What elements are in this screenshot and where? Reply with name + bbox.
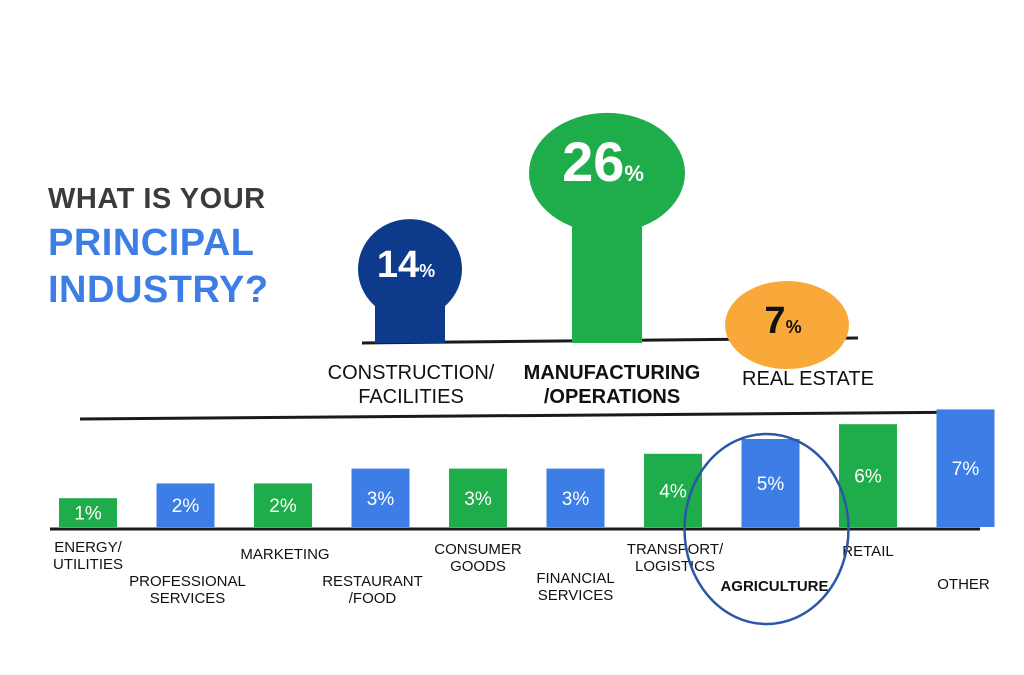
category-label: RETAIL	[842, 543, 893, 560]
category-label: MANUFACTURING/OPERATIONS	[524, 362, 701, 408]
category-label: FINANCIAL SERVICES	[536, 570, 614, 604]
bar	[936, 409, 995, 527]
category-label: TRANSPORT/LOGISTICS	[627, 541, 724, 575]
pin-value-label: 26%	[562, 130, 644, 193]
bar-value-label: 3%	[562, 489, 590, 510]
pin-bar-head	[358, 219, 462, 320]
category-label: CONSTRUCTION/FACILITIES	[328, 362, 495, 408]
category-label: REAL ESTATE	[742, 368, 874, 390]
pin-bar-head	[529, 112, 685, 233]
title-line-3: INDUSTRY?	[48, 269, 269, 311]
bar	[351, 468, 410, 527]
bar-value-label: 4%	[659, 481, 687, 502]
category-label: OTHER	[937, 576, 990, 593]
category-label: MARKETING	[240, 546, 329, 563]
highlight-circle	[683, 432, 850, 626]
category-label: AGRICULTURE	[720, 578, 828, 595]
bar	[449, 468, 507, 527]
pin-value-label: 14%	[377, 244, 435, 286]
category-label: CONSUMER GOODS	[434, 541, 522, 575]
title-line-2: PRINCIPAL	[48, 222, 255, 264]
bar	[59, 498, 117, 527]
bar-value-label: 1%	[74, 504, 102, 525]
bar	[546, 468, 605, 527]
bar-value-label: 3%	[367, 489, 395, 510]
category-label: RESTAURANT/FOOD	[322, 573, 423, 607]
category-label: ENERGY/UTILITIES	[53, 539, 123, 573]
title-line-1: WHAT IS YOUR	[48, 183, 266, 215]
bar	[254, 483, 312, 527]
bar-value-label: 6%	[854, 467, 882, 488]
section-divider	[79, 410, 986, 421]
category-label: PROFESSIONAL SERVICES	[129, 573, 246, 607]
bar-value-label: 2%	[269, 496, 297, 517]
bar	[741, 439, 800, 527]
bar-value-label: 5%	[757, 474, 785, 495]
bar	[156, 483, 215, 527]
bar-value-label: 3%	[464, 489, 492, 510]
bar	[839, 424, 897, 527]
pin-value-label: 7%	[764, 300, 801, 342]
bar-value-label: 7%	[952, 459, 980, 480]
pin-bar-head	[725, 281, 849, 370]
bar-value-label: 2%	[172, 496, 200, 517]
